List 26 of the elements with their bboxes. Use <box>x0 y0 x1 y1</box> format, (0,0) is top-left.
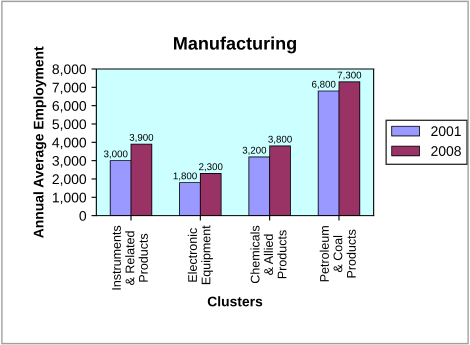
y-axis-title: Annual Average Employment <box>33 46 46 238</box>
y-tick-label: 6,000 <box>52 100 86 112</box>
data-label: 3,900 <box>130 134 154 142</box>
legend-label: 2001 <box>431 126 461 136</box>
data-label: 3,800 <box>268 136 292 144</box>
y-tick-label: 1,000 <box>52 192 86 204</box>
y-tick-label: 8,000 <box>52 64 86 76</box>
x-tick-label: Petroleum & Coal Products <box>320 226 356 282</box>
y-tick-label: 3,000 <box>52 156 86 168</box>
data-label: 3,000 <box>104 150 128 158</box>
data-label: 3,200 <box>242 146 266 155</box>
y-tick-label: 7,000 <box>52 82 86 94</box>
x-tick-label: Instruments & Related Products <box>112 226 148 290</box>
x-axis-title: Clusters <box>208 296 262 306</box>
y-tick-label: 0 <box>79 210 86 221</box>
y-tick-label: 5,000 <box>52 119 86 131</box>
legend-label: 2008 <box>431 146 461 156</box>
x-tick-label: Electronic Equipment <box>188 225 213 284</box>
y-tick-label: 4,000 <box>52 138 86 150</box>
x-tick-label: Chemicals & Allied Products <box>250 226 286 284</box>
chart-title: Manufacturing <box>174 36 296 54</box>
data-label: 7,300 <box>338 72 362 80</box>
data-label: 2,300 <box>199 163 223 172</box>
data-label: 1,800 <box>174 172 197 180</box>
data-label: 6,800 <box>312 80 336 89</box>
y-tick-label: 2,000 <box>52 174 86 186</box>
